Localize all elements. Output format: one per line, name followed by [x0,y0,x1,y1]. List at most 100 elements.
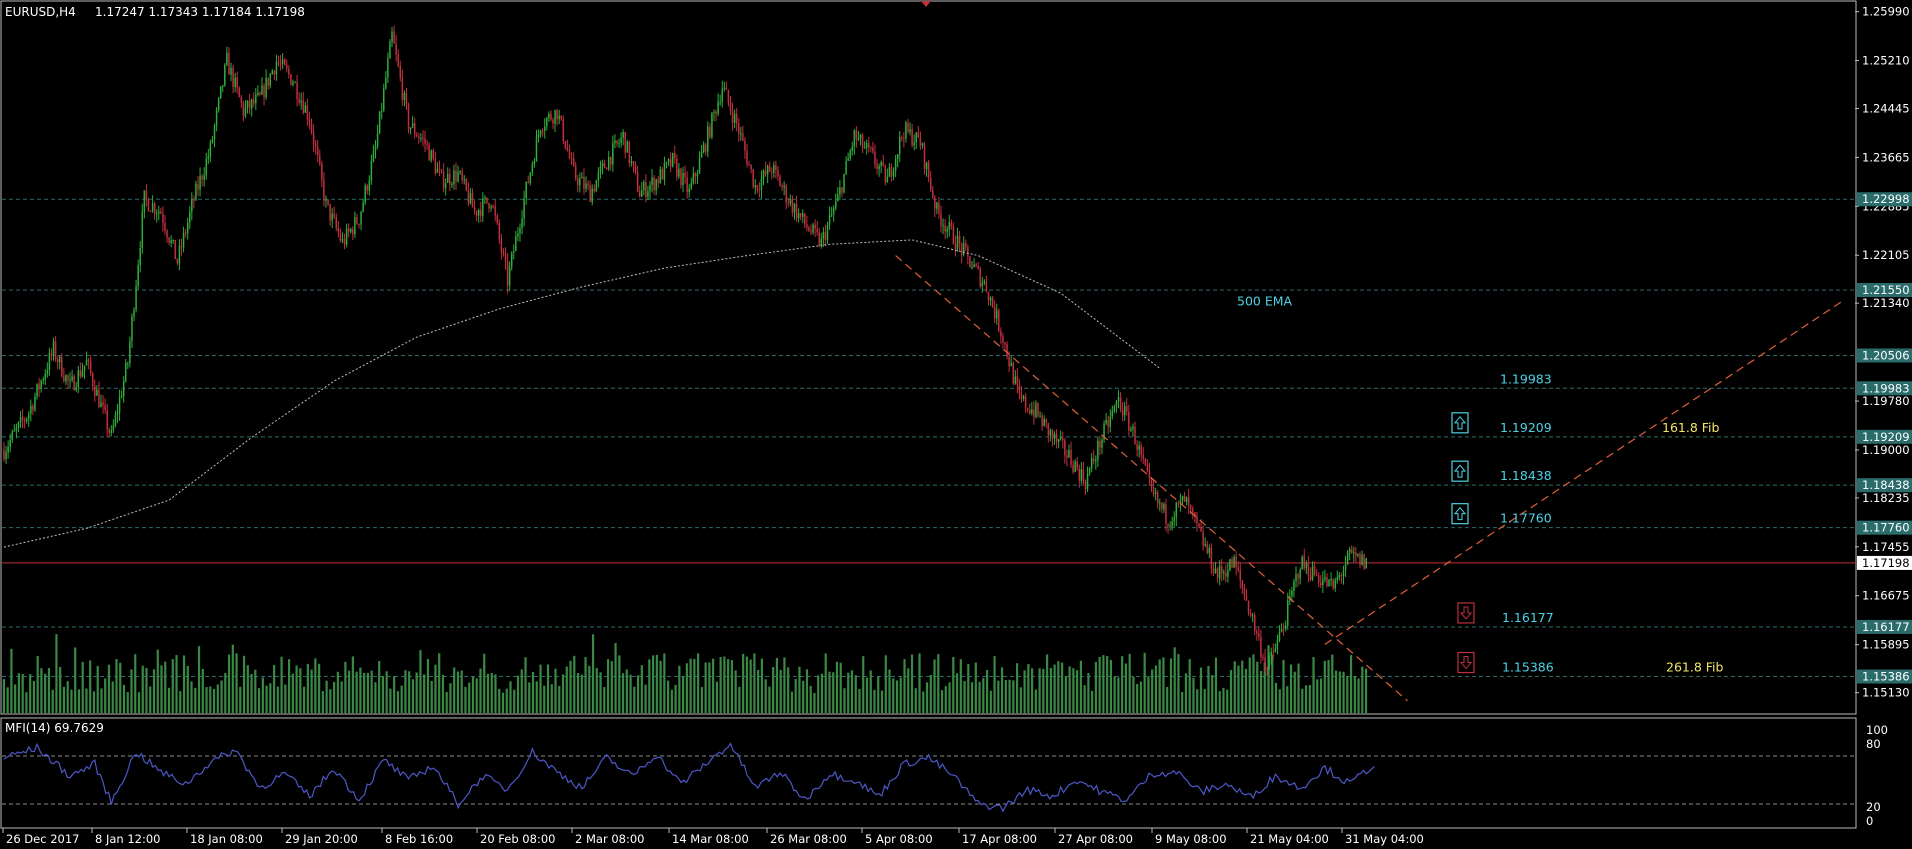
buy-arrow-icon[interactable] [1451,503,1469,525]
candle-body [261,85,263,95]
candle-body [329,203,331,221]
volume-bar [456,671,460,713]
volume-bar [520,669,523,713]
volume-bar [179,691,182,713]
candle-body [839,187,841,195]
trend-lines[interactable] [895,255,1846,702]
candle-body [94,386,96,396]
candle-body [1115,401,1118,407]
candle-body [364,185,366,203]
candle-body [942,225,944,227]
volume-bar [141,665,144,713]
volume-bar [1357,678,1360,713]
candle-body [572,158,575,166]
volume-bar [17,673,21,713]
volume-bar [1271,654,1274,713]
candle-body [1010,362,1012,367]
candle-body [1076,461,1078,469]
volume-bar [640,665,643,713]
sell-arrow-icon[interactable] [1457,651,1475,674]
volume-bar [1188,659,1191,713]
scroll-marker-icon[interactable] [921,1,931,7]
buy-arrow-icon[interactable] [1451,412,1469,434]
candle-body [847,158,849,161]
candle-body [34,396,36,411]
volume-bar [190,681,193,713]
price-label: 1.17760 [1500,511,1552,526]
candle-body [1070,450,1072,465]
candle-body [643,182,645,191]
volume-bar [381,676,385,713]
candle-body [1167,523,1169,527]
candle-body [777,169,779,177]
candle-body [286,64,288,69]
volume-bar [644,684,647,713]
candle-body [1033,409,1035,417]
candle-body [79,370,82,377]
candle-body [217,97,220,110]
candle-body [548,113,550,119]
candle-body [896,154,899,159]
volume-bar [164,661,167,713]
level-price-text: 1.15386 [1862,670,1910,684]
volume-bar [359,667,362,713]
volume-bar [1053,664,1056,713]
candle-body [1320,582,1322,586]
sell-arrow-icon[interactable] [1457,602,1475,624]
candle-body [288,68,290,75]
candle-body [870,147,872,149]
price-tick: 1.16675 [1862,589,1910,603]
candle-body [308,119,311,123]
volume-bar [1226,689,1229,713]
volume-bar [295,665,298,713]
candle-body [255,95,257,104]
volume-bar [723,656,726,713]
volume-bar [621,673,625,713]
volume-bar [1252,654,1255,713]
candle-body [219,86,222,98]
volume-bar [55,634,58,713]
time-tick: 27 Apr 08:00 [1058,832,1133,846]
candle-body [1330,578,1332,580]
candle-body [17,422,20,428]
volume-bar [1098,656,1101,713]
candle-body [1301,556,1303,570]
trend-line[interactable] [895,255,1408,702]
candle-body [1247,600,1250,613]
candle-body [32,406,34,411]
indicator-panel-frame [0,717,1857,829]
volume-bar [70,689,73,713]
candle-body [597,172,600,181]
candle-body [1097,441,1099,460]
candle-body [174,239,177,260]
candle-body [630,161,633,163]
candle-body [1080,469,1083,481]
candle-body [98,389,100,408]
candle-body [781,186,783,188]
candle-body [1092,458,1095,462]
candle-body [290,74,292,85]
trend-line[interactable] [1324,298,1846,645]
candle-body [269,74,271,86]
buy-arrow-icon[interactable] [1451,460,1469,482]
price-tick: 1.21340 [1862,296,1910,310]
volume-bar [254,669,257,713]
volume-bar [1042,668,1045,713]
volume-bar [498,688,501,713]
candle-body [1146,465,1149,471]
candle-body [523,198,525,219]
candle-body [1121,409,1124,416]
candle-body [783,185,785,188]
candle-body [1117,397,1120,402]
volume-bar [340,681,343,713]
candle-body [1014,376,1017,384]
candle-body [651,177,653,185]
volume-bar [197,646,201,713]
time-tick: 20 Feb 08:00 [480,832,555,846]
volume-bar [682,676,685,713]
volume-bar [948,682,951,713]
volume-bar [697,653,700,713]
volume-bar [1364,668,1368,713]
candle-body [1278,632,1281,640]
